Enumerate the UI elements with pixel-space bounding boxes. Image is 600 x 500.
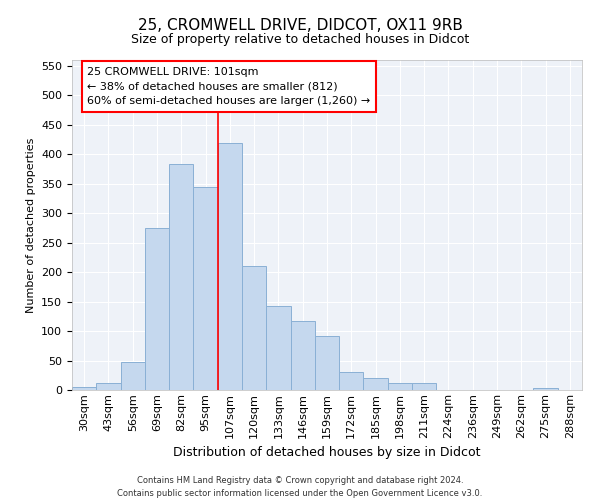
Bar (242, 266, 266, 390)
Bar (96, 383, 121, 390)
Text: 25, CROMWELL DRIVE, DIDCOT, OX11 9RB: 25, CROMWELL DRIVE, DIDCOT, OX11 9RB (137, 18, 463, 32)
Bar (339, 372, 364, 390)
Bar (388, 383, 412, 390)
Bar (193, 186, 218, 390)
Text: Contains HM Land Registry data © Crown copyright and database right 2024.
Contai: Contains HM Land Registry data © Crown c… (118, 476, 482, 498)
Bar (364, 378, 388, 390)
Y-axis label: Number of detached properties: Number of detached properties (26, 138, 35, 312)
Bar (412, 383, 436, 390)
Bar (266, 306, 290, 390)
Bar (533, 388, 558, 390)
Text: 25 CROMWELL DRIVE: 101sqm
← 38% of detached houses are smaller (812)
60% of semi: 25 CROMWELL DRIVE: 101sqm ← 38% of detac… (88, 66, 371, 106)
Bar (290, 321, 315, 390)
Bar (121, 362, 145, 390)
Bar (169, 164, 193, 390)
Bar (72, 387, 96, 390)
Text: Size of property relative to detached houses in Didcot: Size of property relative to detached ho… (131, 32, 469, 46)
Bar (315, 336, 339, 390)
Bar (145, 228, 169, 390)
Bar (218, 142, 242, 390)
X-axis label: Distribution of detached houses by size in Didcot: Distribution of detached houses by size … (173, 446, 481, 459)
